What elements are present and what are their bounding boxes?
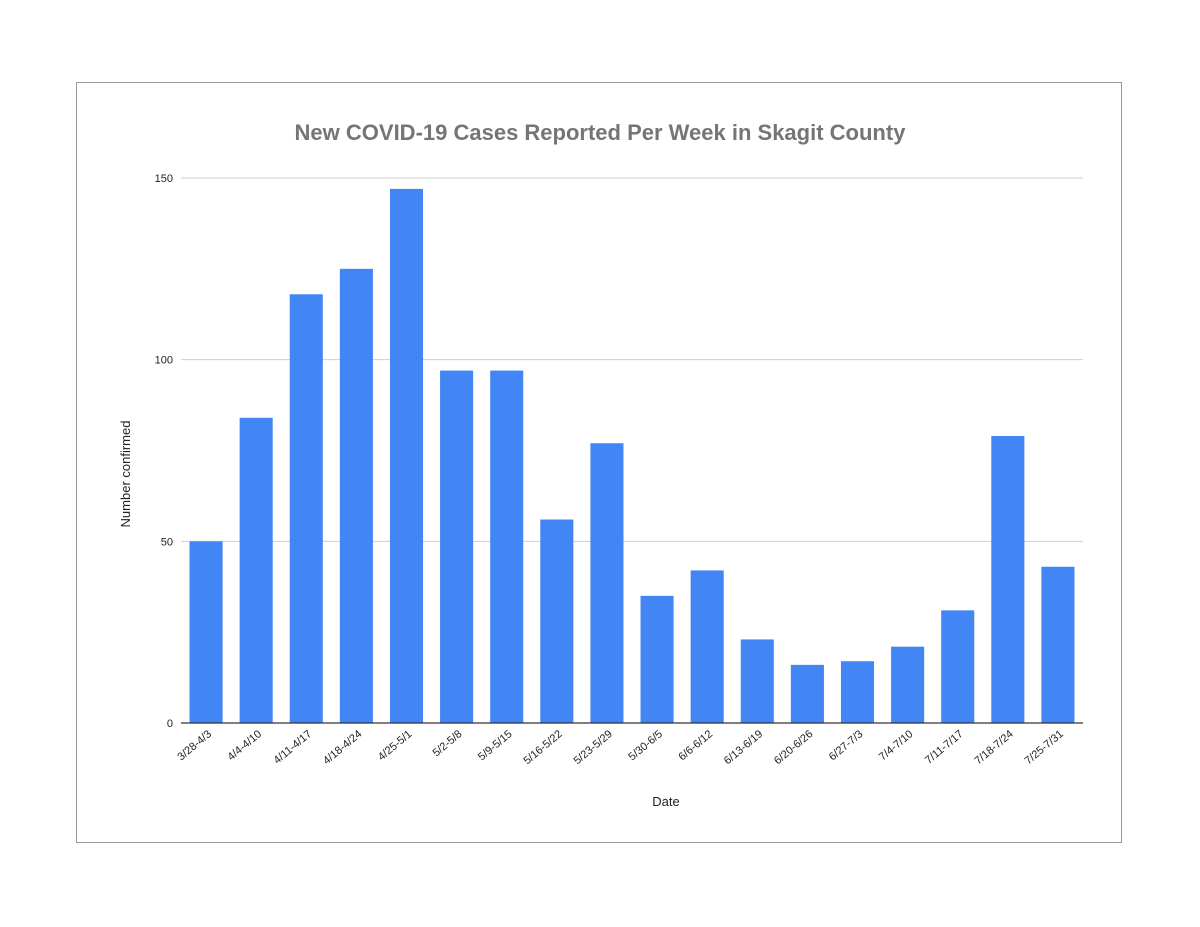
x-tick-label: 5/30-6/5 — [626, 728, 665, 763]
y-tick-label: 100 — [155, 355, 173, 367]
x-tick-label: 5/23-5/29 — [572, 728, 615, 767]
x-tick-label: 6/13-6/19 — [722, 728, 765, 767]
x-tick-label: 5/2-5/8 — [431, 728, 465, 759]
x-tick-label: 4/25-5/1 — [376, 728, 415, 763]
x-tick-label: 7/11-7/17 — [923, 728, 966, 767]
x-tick-label: 6/20-6/26 — [772, 728, 815, 767]
chart-title: New COVID-19 Cases Reported Per Week in … — [295, 120, 907, 145]
bar — [941, 610, 975, 723]
x-axis-label: Date — [652, 794, 679, 809]
x-tick-label: 4/11-4/17 — [272, 728, 315, 767]
y-tick-label: 0 — [167, 718, 173, 730]
bar — [991, 435, 1025, 723]
x-tick-label: 3/28-4/3 — [175, 728, 214, 763]
x-tick-label: 5/16-5/22 — [521, 728, 564, 767]
bar — [740, 639, 774, 723]
bar — [540, 519, 574, 723]
x-tick-label: 6/6-6/12 — [676, 728, 715, 763]
x-tick-label: 4/18-4/24 — [321, 728, 364, 767]
bar — [690, 570, 724, 723]
x-tick-label: 5/9-5/15 — [476, 728, 515, 763]
bar — [790, 664, 824, 723]
bar — [189, 541, 223, 723]
bars — [189, 188, 1075, 723]
x-tick-label: 6/27-7/3 — [827, 728, 866, 763]
bar — [440, 370, 474, 723]
bar — [891, 646, 925, 723]
bar — [590, 443, 624, 723]
bar — [640, 595, 674, 723]
y-tick-label: 150 — [155, 173, 173, 185]
bar — [1041, 566, 1075, 723]
x-axis-ticks: 3/28-4/3 4/4-4/10 4/11-4/17 4/18-4/24 4/25-5… — [175, 728, 1066, 767]
bar — [490, 370, 524, 723]
bar — [239, 417, 273, 723]
x-tick-label: 7/25-7/31 — [1023, 728, 1066, 767]
bar — [339, 268, 373, 723]
x-tick-label: 7/18-7/24 — [972, 728, 1015, 767]
y-axis-ticks: 0 50 100 150 — [155, 173, 173, 730]
y-tick-label: 50 — [161, 536, 173, 548]
bar — [389, 188, 424, 723]
bar — [289, 294, 323, 723]
y-axis-label: Number confirmed — [118, 421, 133, 528]
x-tick-label: 4/4-4/10 — [225, 728, 264, 763]
grid-lines — [181, 177, 1083, 542]
bar — [840, 661, 875, 723]
x-tick-label: 7/4-7/10 — [877, 728, 916, 763]
